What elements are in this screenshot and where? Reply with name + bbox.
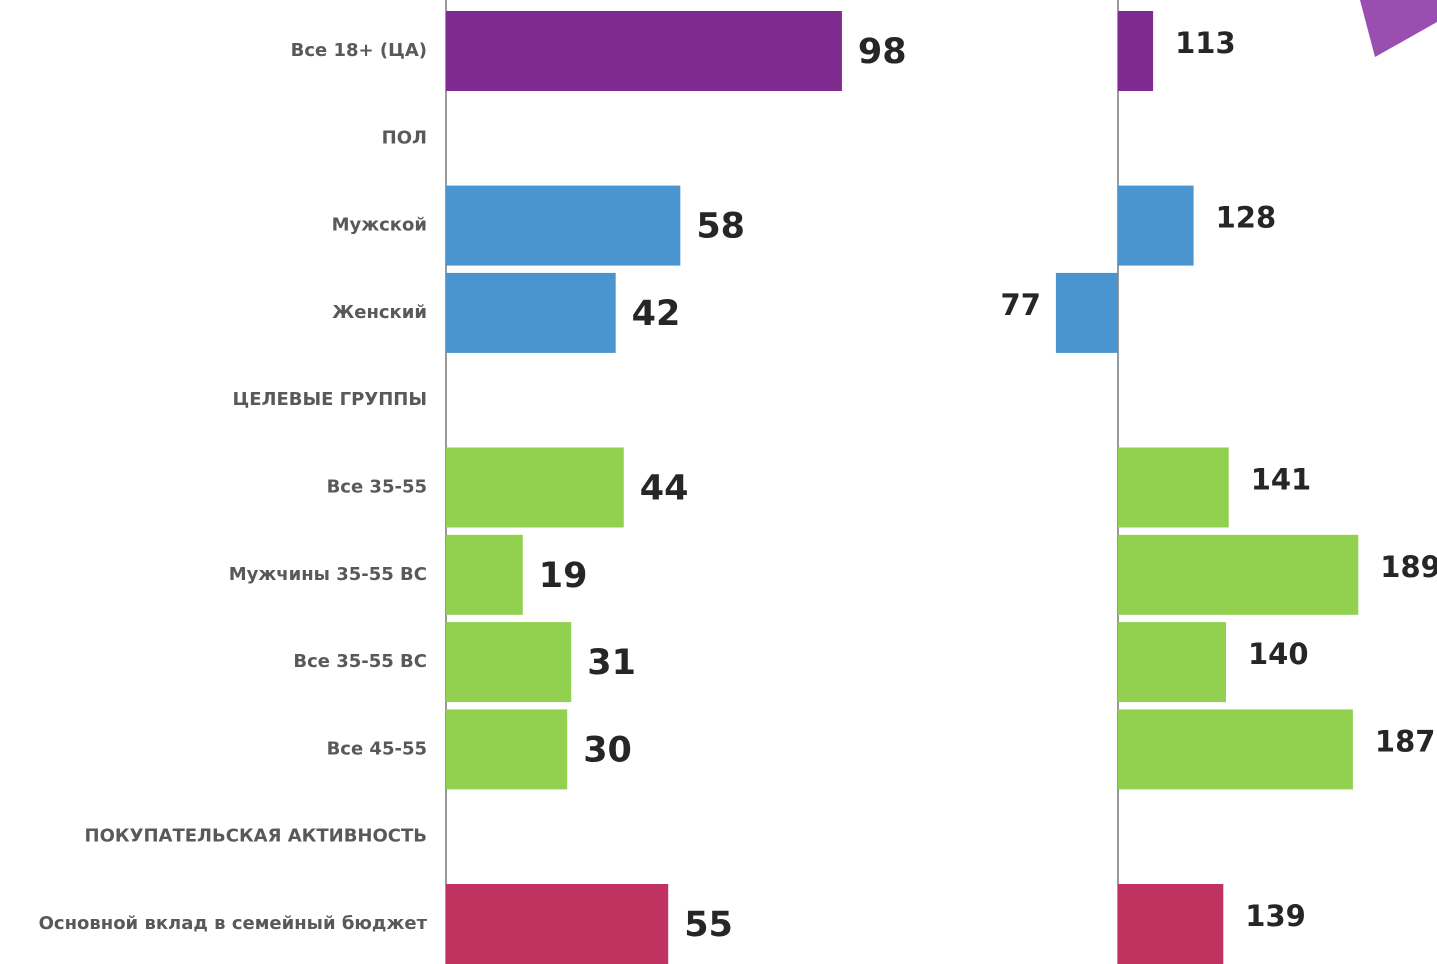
chart: Все 18+ (ЦА) ПОЛ Мужской Женский ЦЕЛЕВЫЕ ГРУ… <box>0 0 1437 964</box>
value-label: 98 <box>858 32 907 72</box>
category-label: Все 18+ (ЦА) <box>291 40 427 61</box>
value-label: 42 <box>632 294 681 334</box>
bar <box>1118 622 1226 702</box>
value-label: 30 <box>583 730 632 770</box>
value-label: 77 <box>1001 288 1041 322</box>
value-label: 44 <box>640 469 689 509</box>
bar <box>1118 535 1358 615</box>
bar <box>446 448 624 528</box>
bar <box>446 535 523 615</box>
value-label: 128 <box>1216 201 1277 235</box>
category-label: Мужчины 35-55 ВС <box>229 564 427 585</box>
value-label: 113 <box>1175 26 1236 60</box>
category-label: Все 45-55 <box>327 738 427 759</box>
value-label: 141 <box>1251 463 1312 497</box>
value-label: 58 <box>696 207 745 247</box>
bar <box>1056 273 1118 353</box>
bar <box>446 622 571 702</box>
bar <box>1118 884 1223 964</box>
value-label: 187 <box>1375 724 1436 758</box>
bar <box>446 273 616 353</box>
value-label: 19 <box>539 556 588 596</box>
bar <box>446 186 680 266</box>
category-label: Все 35-55 ВС <box>293 651 427 672</box>
category-label: Мужской <box>332 215 427 236</box>
bar <box>1118 186 1194 266</box>
bar <box>446 11 842 91</box>
category-label: Женский <box>332 302 427 323</box>
category-label: ЦЕЛЕВЫЕ ГРУППЫ <box>233 389 428 410</box>
category-label: ПОКУПАТЕЛЬСКАЯ АКТИВНОСТЬ <box>85 826 427 847</box>
bar <box>1118 11 1153 91</box>
value-label: 189 <box>1380 550 1437 584</box>
bar <box>446 884 668 964</box>
category-label: ПОЛ <box>382 127 427 148</box>
value-label: 55 <box>684 905 733 945</box>
page: Все 18+ (ЦА) ПОЛ Мужской Женский ЦЕЛЕВЫЕ ГРУ… <box>0 0 1437 964</box>
bar <box>1118 709 1353 789</box>
decoration <box>1360 0 1437 57</box>
bar <box>1118 448 1229 528</box>
category-label: Все 35-55 <box>327 477 427 498</box>
category-label: Основной вклад в семейный бюджет <box>39 913 428 934</box>
value-label: 139 <box>1245 899 1306 933</box>
value-label: 140 <box>1248 637 1309 671</box>
value-label: 31 <box>587 643 636 683</box>
bar <box>446 709 567 789</box>
